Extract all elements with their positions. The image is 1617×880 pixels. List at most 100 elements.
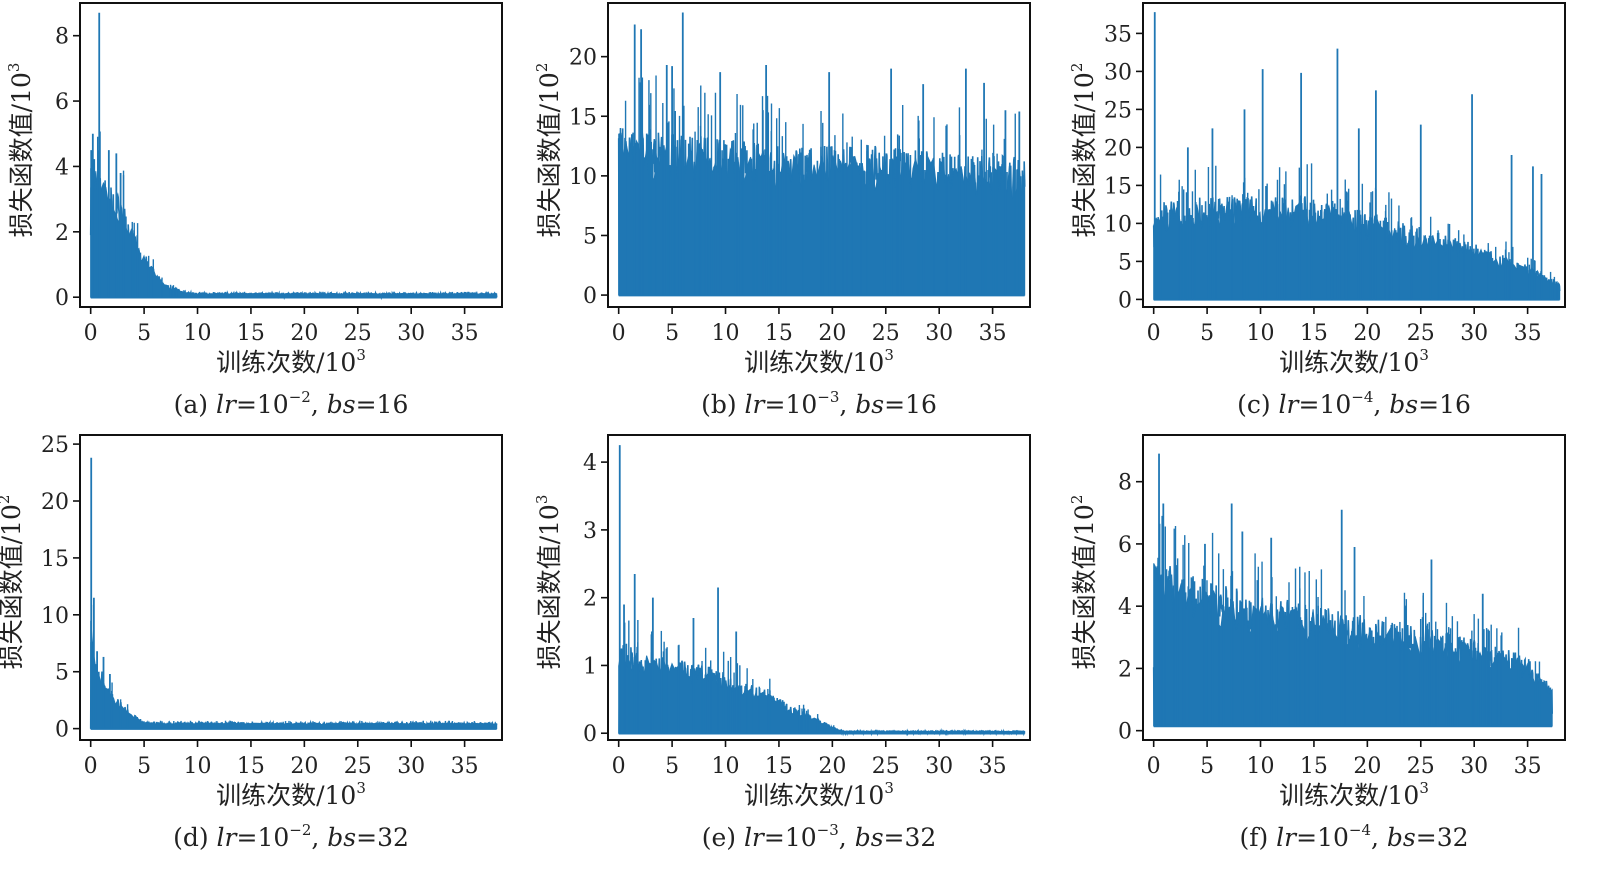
- y-tick-label: 25: [41, 433, 69, 458]
- x-tick-label: 10: [184, 754, 212, 779]
- x-tick-label: 35: [451, 754, 479, 779]
- series-spikes: [90, 12, 493, 298]
- x-tick-label: 5: [137, 754, 151, 779]
- y-tick-label: 6: [55, 90, 69, 115]
- y-tick-label: 0: [55, 718, 69, 743]
- plot-frame: [607, 2, 1031, 308]
- x-tick-label: 10: [184, 321, 212, 346]
- x-tick-label: 0: [84, 754, 98, 779]
- plot-frame: [79, 434, 503, 741]
- x-axis-label: 训练次数/103: [1279, 346, 1429, 377]
- series-spikes: [1153, 12, 1558, 300]
- y-tick-label: 0: [55, 286, 69, 311]
- x-tick-label: 15: [237, 754, 265, 779]
- x-tick-label: 25: [872, 321, 900, 346]
- y-axis-label: 损失函数值/102: [533, 63, 564, 238]
- y-tick-label: 15: [41, 547, 69, 572]
- series-area: [1153, 563, 1553, 727]
- x-tick-label: 0: [84, 321, 98, 346]
- x-tick-label: 0: [1147, 321, 1161, 346]
- y-axis-label: 损失函数值/102: [1068, 495, 1099, 670]
- chart-panel-d: 0 5 10 15 20 25 30 350510152025训练次数/103损失函数值/10…: [0, 433, 503, 852]
- x-tick-label: 30: [1460, 321, 1488, 346]
- y-tick-label: 4: [1118, 595, 1132, 620]
- chart-panel-c: 0 5 10 15 20 25 30 35 0 5 10 15 20 25 30 35 训练次数/103 损失函数…: [1068, 2, 1566, 419]
- x-tick-label: 25: [872, 754, 900, 779]
- series-spikes: [624, 12, 1021, 296]
- chart-panel-a: 0 5 10 15 20 25 30 35 0 2 4 6 8 训练次数/103 损失函数值/103 (a) …: [5, 2, 503, 419]
- chart-panel-e: 0 5 10 15 20 25 30 35 0 1 2 3 4 训练次数/103 损失函数值/103 (e) …: [533, 434, 1031, 852]
- y-tick-label: 2: [1118, 657, 1132, 682]
- y-tick-label: 4: [55, 155, 69, 180]
- chart-panel-b: 0 5 10 15 20 25 30 3505101520训练次数/103损失函数值/102(…: [533, 2, 1031, 419]
- series-spikes: [618, 445, 1010, 734]
- y-axis-label: 损失函数值/102: [0, 495, 26, 670]
- series-line: [89, 641, 498, 730]
- panel-caption: (e) lr=10−3, bs=32: [702, 821, 937, 852]
- series-spikes: [90, 457, 493, 729]
- x-axis-label: 训练次数/103: [744, 779, 894, 810]
- x-tick-label: 0: [1147, 754, 1161, 779]
- y-tick-label: 0: [1118, 288, 1132, 313]
- y-tick-label: 20: [1104, 136, 1132, 161]
- x-tick-label: 20: [290, 754, 318, 779]
- x-tick-label: 30: [1460, 754, 1488, 779]
- y-tick-label: 5: [583, 224, 597, 249]
- x-tick-label: 5: [1200, 754, 1214, 779]
- y-tick-label: 20: [569, 46, 597, 71]
- x-tick-label: 15: [765, 754, 793, 779]
- x-tick-label: 25: [1407, 754, 1435, 779]
- y-tick-label: 5: [1118, 250, 1132, 275]
- plot-frame: [1142, 434, 1566, 741]
- x-tick-label: 5: [665, 754, 679, 779]
- x-tick-label: 15: [765, 321, 793, 346]
- x-tick-label: 20: [1353, 754, 1381, 779]
- x-tick-label: 5: [1200, 321, 1214, 346]
- y-tick-label: 10: [569, 165, 597, 190]
- x-tick-label: 25: [344, 754, 372, 779]
- y-tick-label: 2: [583, 587, 597, 612]
- x-axis-label: 训练次数/103: [216, 779, 366, 810]
- y-tick-label: 5: [55, 661, 69, 686]
- x-tick-label: 20: [290, 321, 318, 346]
- x-tick-label: 20: [818, 321, 846, 346]
- y-tick-label: 3: [583, 519, 597, 544]
- y-tick-label: 0: [583, 722, 597, 747]
- x-tick-label: 15: [237, 321, 265, 346]
- series-spikes: [1158, 453, 1541, 726]
- panel-caption: (a) lr=10−2, bs=16: [174, 388, 409, 419]
- y-tick-label: 10: [1104, 212, 1132, 237]
- x-tick-label: 35: [1514, 321, 1542, 346]
- x-tick-label: 20: [1353, 321, 1381, 346]
- x-tick-label: 10: [1247, 754, 1275, 779]
- plot-frame: [1142, 2, 1566, 308]
- series-area: [90, 168, 498, 298]
- y-tick-label: 10: [41, 604, 69, 629]
- x-axis-label: 训练次数/103: [1279, 779, 1429, 810]
- y-tick-label: 35: [1104, 22, 1132, 47]
- x-tick-label: 35: [979, 754, 1007, 779]
- x-tick-label: 10: [712, 321, 740, 346]
- x-tick-label: 5: [665, 321, 679, 346]
- panel-caption: (c) lr=10−4, bs=16: [1237, 388, 1471, 419]
- x-tick-label: 10: [712, 754, 740, 779]
- x-tick-label: 15: [1300, 321, 1328, 346]
- x-tick-label: 0: [612, 321, 626, 346]
- y-tick-label: 25: [1104, 98, 1132, 123]
- panel-caption: (f) lr=10−4, bs=32: [1239, 821, 1468, 852]
- plot-frame: [79, 2, 503, 308]
- chart-panel-f: 0 5 10 15 20 25 30 35 0 2 4 6 8 训练次数/103 损失函数值/102 (f) …: [1068, 434, 1566, 852]
- y-tick-label: 20: [41, 490, 69, 515]
- x-tick-label: 35: [1514, 754, 1542, 779]
- y-tick-label: 0: [583, 284, 597, 309]
- y-tick-label: 1: [583, 654, 597, 679]
- x-tick-label: 25: [1407, 321, 1435, 346]
- x-tick-label: 30: [925, 754, 953, 779]
- y-tick-label: 0: [1118, 720, 1132, 745]
- y-tick-label: 8: [55, 25, 69, 50]
- x-tick-label: 25: [344, 321, 372, 346]
- x-tick-label: 30: [925, 321, 953, 346]
- y-axis-label: 损失函数值/102: [1068, 63, 1099, 238]
- x-axis-label: 训练次数/103: [216, 346, 366, 377]
